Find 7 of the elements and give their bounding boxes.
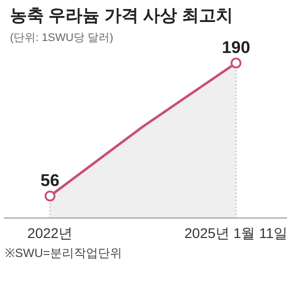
x-tick-label: 2022년 — [27, 225, 73, 241]
chart-subtitle: (단위: 1SWU당 달러) — [10, 32, 114, 44]
chart-title: 농축 우라늄 가격 사상 최고치 — [10, 6, 233, 25]
annotation: ※SWU=분리작업단위 — [5, 246, 122, 260]
x-tick-label: 2025년 1월 11일 — [184, 225, 288, 241]
data-label: 56 — [40, 171, 60, 190]
data-label: 190 — [222, 38, 250, 57]
